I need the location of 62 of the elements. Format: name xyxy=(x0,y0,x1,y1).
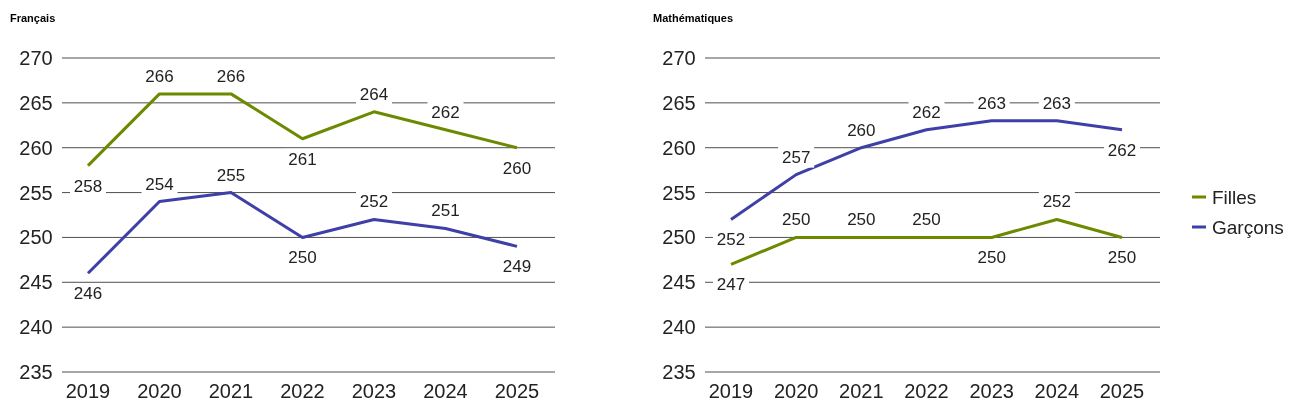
chart-title: Français xyxy=(10,12,56,24)
x-tick-label: 2025 xyxy=(1099,380,1145,402)
legend-label: Filles xyxy=(1212,186,1257,208)
data-label: 254 xyxy=(145,174,174,194)
x-tick-label: 2024 xyxy=(1034,380,1080,402)
x-tick-label: 2024 xyxy=(423,380,468,402)
y-tick-label: 245 xyxy=(19,271,53,294)
data-label: 252 xyxy=(1042,192,1072,212)
y-tick-label: 260 xyxy=(19,136,53,159)
data-label: 246 xyxy=(73,284,103,304)
y-tick-label: 255 xyxy=(19,181,53,204)
data-label: 250 xyxy=(977,248,1006,268)
data-label: 262 xyxy=(912,102,941,122)
y-tick-label: 245 xyxy=(662,271,696,294)
data-label: 258 xyxy=(73,176,103,196)
data-label: 251 xyxy=(431,201,460,221)
y-tick-label: 235 xyxy=(19,361,53,383)
data-label: 263 xyxy=(1042,93,1072,113)
y-tick-label: 240 xyxy=(19,316,53,339)
x-tick-label: 2019 xyxy=(65,380,111,402)
data-label: 250 xyxy=(288,248,317,268)
data-label: 250 xyxy=(912,210,941,230)
y-tick-label: 240 xyxy=(662,316,696,339)
x-tick-label: 2019 xyxy=(708,380,754,402)
data-label: 263 xyxy=(977,93,1006,113)
x-tick-label: 2021 xyxy=(839,380,884,402)
x-tick-label: 2025 xyxy=(494,380,540,402)
data-label: 257 xyxy=(781,147,811,167)
x-tick-label: 2023 xyxy=(351,380,397,402)
y-tick-label: 255 xyxy=(662,181,696,204)
x-tick-label: 2020 xyxy=(773,380,819,402)
data-label: 255 xyxy=(216,165,246,185)
y-tick-label: 250 xyxy=(662,226,696,249)
data-label: 262 xyxy=(431,102,460,122)
data-label: 264 xyxy=(359,84,389,104)
x-tick-label: 2020 xyxy=(137,380,182,402)
y-tick-label: 265 xyxy=(19,91,53,114)
data-label: 260 xyxy=(847,120,876,140)
data-label: 250 xyxy=(847,210,876,230)
data-label: 266 xyxy=(216,66,246,86)
legend-label: Garçons xyxy=(1212,216,1284,238)
x-tick-label: 2022 xyxy=(904,380,949,402)
x-tick-label: 2022 xyxy=(280,380,325,402)
data-label: 262 xyxy=(1107,140,1137,160)
x-tick-label: 2023 xyxy=(969,380,1014,402)
chart-title: Mathématiques xyxy=(653,12,734,24)
data-label: 261 xyxy=(288,149,317,169)
x-tick-label: 2021 xyxy=(208,380,254,402)
data-label: 249 xyxy=(502,257,532,277)
data-label: 250 xyxy=(781,210,811,230)
y-tick-label: 260 xyxy=(662,136,696,159)
y-tick-label: 235 xyxy=(662,361,696,383)
y-tick-label: 270 xyxy=(19,47,53,69)
y-tick-label: 270 xyxy=(662,47,696,69)
data-label: 252 xyxy=(716,230,746,250)
data-label: 247 xyxy=(716,275,746,295)
y-tick-label: 265 xyxy=(662,91,696,114)
data-label: 252 xyxy=(359,192,389,212)
data-label: 260 xyxy=(502,158,532,178)
data-label: 250 xyxy=(1107,248,1137,268)
data-label: 266 xyxy=(145,66,174,86)
y-tick-label: 250 xyxy=(19,226,53,249)
